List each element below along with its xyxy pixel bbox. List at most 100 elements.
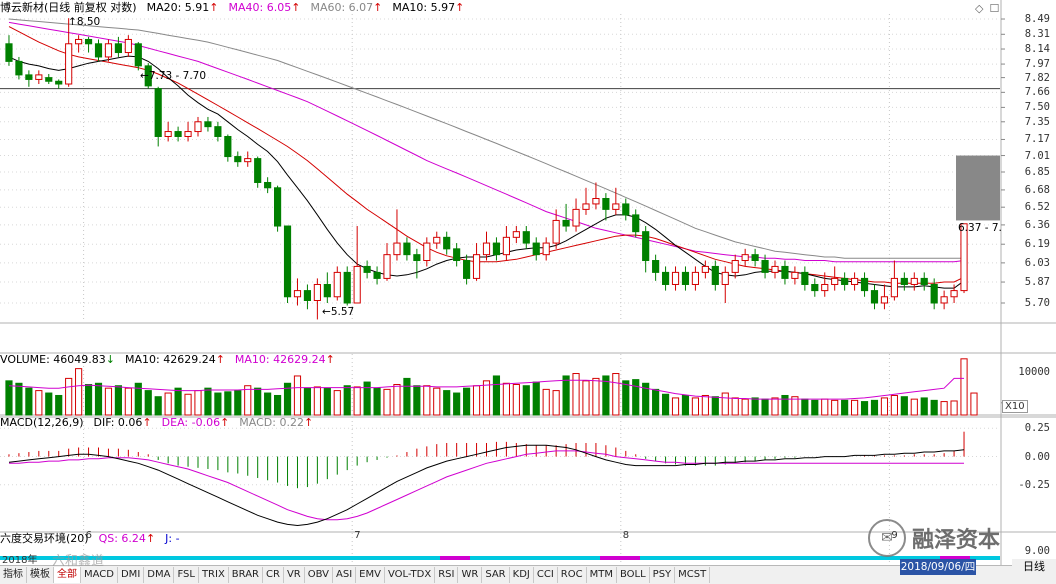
diamond-icon[interactable]: ◇ xyxy=(975,2,984,15)
candle-body xyxy=(841,277,849,285)
volume-bar xyxy=(890,394,898,416)
ma-arrow-2: ↑ xyxy=(373,1,383,14)
volume-bar xyxy=(572,373,580,416)
volume-bar xyxy=(283,382,292,416)
volume-bar xyxy=(254,387,262,416)
candle-body xyxy=(492,242,501,256)
tab-23[interactable]: PSY xyxy=(650,567,676,583)
month-label-8: 8 xyxy=(622,530,630,541)
candle-body xyxy=(920,277,928,285)
tab-9[interactable]: CR xyxy=(263,567,284,583)
tab-24[interactable]: MCST xyxy=(675,567,711,583)
candle-body xyxy=(104,43,113,58)
env-band-segment xyxy=(440,556,470,560)
volume-bar xyxy=(293,375,302,416)
tab-21[interactable]: MTM xyxy=(587,567,617,583)
candle-body xyxy=(731,260,739,273)
volume-label-1: MA10: 42629.24↑ xyxy=(124,353,225,366)
close-icon[interactable]: ☐ xyxy=(989,2,1000,15)
macd-label-3: MACD: 0.22↑ xyxy=(239,416,314,429)
price-tick-label: 8.14 xyxy=(1024,43,1050,56)
period-selector[interactable]: 日线 xyxy=(1012,559,1056,575)
tab-16[interactable]: WR xyxy=(458,567,483,583)
candle-body xyxy=(472,254,481,279)
env-band-segment xyxy=(600,556,640,560)
volume-label-2: MA10: 42629.24↑ xyxy=(234,353,335,366)
candle-body xyxy=(632,214,640,233)
volume-bar xyxy=(194,390,202,416)
tab-10[interactable]: VR xyxy=(284,567,305,583)
tab-12[interactable]: ASI xyxy=(333,567,357,583)
candle-body xyxy=(45,77,53,82)
tab-15[interactable]: RSI xyxy=(435,567,459,583)
candle-body xyxy=(950,290,958,298)
volume-bar xyxy=(154,396,162,416)
tab-0[interactable]: 指标 xyxy=(0,567,27,583)
volume-bar xyxy=(433,387,441,416)
env-label-2: J: - xyxy=(165,532,180,545)
volume-bar xyxy=(482,380,491,416)
volume-bar xyxy=(691,397,700,416)
price-tick-label: 8.49 xyxy=(1024,13,1050,26)
candle-body xyxy=(174,131,182,137)
candle-body xyxy=(751,254,759,262)
env-panel-header: 六度交易环境(20) QS: 6.24↑ J: - xyxy=(0,532,180,546)
price-tick-label: 7.17 xyxy=(1024,133,1050,146)
tab-2[interactable]: 全部 xyxy=(54,567,81,583)
price-tick-label: 6.19 xyxy=(1024,238,1050,251)
tab-13[interactable]: EMV xyxy=(356,567,385,583)
volume-bar xyxy=(492,375,501,416)
volume-bar xyxy=(472,385,481,416)
tab-8[interactable]: BRAR xyxy=(229,567,263,583)
volume-bar xyxy=(930,399,938,416)
volume-bar xyxy=(950,400,958,416)
candle-body xyxy=(831,277,839,285)
candle-body xyxy=(403,242,411,256)
tab-19[interactable]: CCI xyxy=(534,567,558,583)
tab-1[interactable]: 模板 xyxy=(27,567,54,583)
candle-body xyxy=(144,65,152,87)
tab-6[interactable]: FSL xyxy=(174,567,199,583)
tab-20[interactable]: ROC xyxy=(558,567,587,583)
env-label-1: QS: 6.24↑ xyxy=(98,532,156,545)
price-tick-label: 7.35 xyxy=(1024,115,1050,128)
candle-body xyxy=(114,43,122,54)
year-label: 2018年 xyxy=(2,555,38,566)
volume-bar xyxy=(45,392,53,416)
candle-body xyxy=(741,254,749,262)
tab-22[interactable]: BOLL xyxy=(617,567,650,583)
env-band xyxy=(0,556,1000,560)
volume-bar xyxy=(15,382,23,416)
volume-arrow-0: ↓ xyxy=(105,353,115,366)
tab-7[interactable]: TRIX xyxy=(199,567,229,583)
candle-body xyxy=(602,198,610,210)
tab-14[interactable]: VOL-TDX xyxy=(385,567,436,583)
candle-body xyxy=(224,135,232,158)
tab-3[interactable]: MACD xyxy=(81,567,118,583)
candle-body xyxy=(55,80,63,85)
candle-body xyxy=(801,271,809,285)
tab-18[interactable]: KDJ xyxy=(510,567,534,583)
candle-body xyxy=(701,265,709,273)
ma-label-3: MA10: 5.97↑ xyxy=(392,1,465,14)
volume-bar xyxy=(174,387,182,416)
volume-bar xyxy=(144,390,152,416)
volume-bar xyxy=(522,385,530,416)
volume-bar xyxy=(860,401,869,416)
volume-bar xyxy=(124,387,132,416)
tab-11[interactable]: OBV xyxy=(305,567,333,583)
volume-bar xyxy=(970,392,978,416)
candle-body xyxy=(75,38,83,45)
volume-bar xyxy=(721,392,729,416)
candle-body xyxy=(214,126,222,137)
tab-17[interactable]: SAR xyxy=(482,567,510,583)
tab-4[interactable]: DMI xyxy=(118,567,145,583)
volume-label-0: VOLUME: 46049.83↓ xyxy=(0,353,115,366)
tab-5[interactable]: DMA xyxy=(144,567,175,583)
volume-bar xyxy=(323,387,331,416)
candle-body xyxy=(273,187,282,227)
volume-bar xyxy=(791,396,799,416)
candle-body xyxy=(721,271,729,285)
volume-bar xyxy=(761,398,769,416)
